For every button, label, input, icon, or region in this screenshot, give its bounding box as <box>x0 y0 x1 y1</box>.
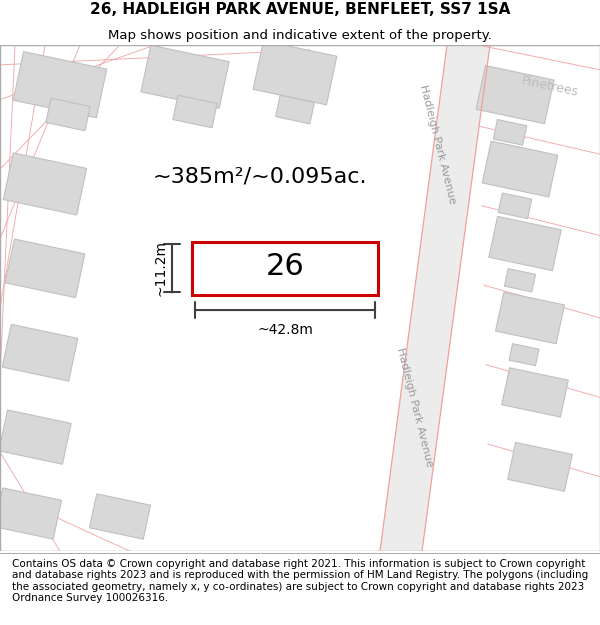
Polygon shape <box>2 324 78 381</box>
Polygon shape <box>509 344 539 366</box>
Text: 26: 26 <box>266 252 304 281</box>
Polygon shape <box>253 41 337 105</box>
Text: Hadleigh Park Avenue: Hadleigh Park Avenue <box>418 84 458 205</box>
Polygon shape <box>173 95 217 128</box>
Polygon shape <box>13 52 107 118</box>
Polygon shape <box>0 488 62 539</box>
Polygon shape <box>493 119 527 145</box>
Text: Map shows position and indicative extent of the property.: Map shows position and indicative extent… <box>108 29 492 42</box>
Polygon shape <box>496 292 565 344</box>
Bar <box>192 241 378 295</box>
Text: Contains OS data © Crown copyright and database right 2021. This information is : Contains OS data © Crown copyright and d… <box>12 559 588 603</box>
Polygon shape <box>482 141 558 197</box>
Polygon shape <box>275 95 314 124</box>
Polygon shape <box>46 98 90 131</box>
Text: Pinetrees: Pinetrees <box>520 74 580 99</box>
Polygon shape <box>5 239 85 298</box>
Polygon shape <box>0 410 71 464</box>
Polygon shape <box>498 193 532 219</box>
Text: ~11.2m: ~11.2m <box>153 241 167 296</box>
Text: Hadleigh Park Avenue: Hadleigh Park Avenue <box>395 347 434 468</box>
Polygon shape <box>380 45 490 551</box>
Polygon shape <box>476 66 554 124</box>
Text: 26, HADLEIGH PARK AVENUE, BENFLEET, SS7 1SA: 26, HADLEIGH PARK AVENUE, BENFLEET, SS7 … <box>90 2 510 18</box>
Text: ~385m²/~0.095ac.: ~385m²/~0.095ac. <box>153 166 367 186</box>
Text: ~42.8m: ~42.8m <box>257 323 313 337</box>
Polygon shape <box>89 494 151 539</box>
Polygon shape <box>502 368 568 417</box>
Polygon shape <box>141 45 229 108</box>
Polygon shape <box>508 442 572 491</box>
Polygon shape <box>505 269 536 292</box>
Polygon shape <box>489 216 561 271</box>
Polygon shape <box>4 153 86 215</box>
